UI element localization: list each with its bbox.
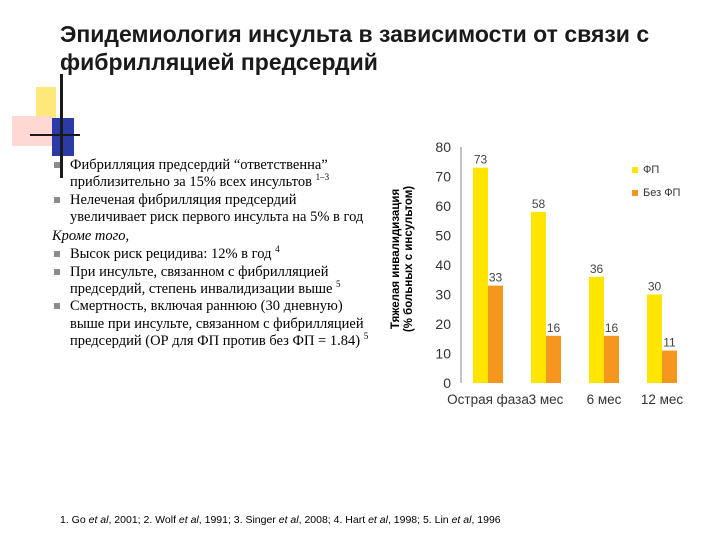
y-tick-label: 50 (435, 228, 451, 244)
list-item: При инсульте, связанном с фибрилляцией п… (52, 264, 370, 299)
y-tick-label: 0 (443, 375, 451, 391)
list-item: Высок риск рецидива: 12% в год 4 (52, 245, 370, 263)
bar (546, 335, 561, 383)
bar (647, 294, 662, 383)
y-tick-label: 80 (435, 139, 451, 155)
y-axis-label: Тяжелая инвалидизация(% больных с инсуль… (390, 186, 415, 332)
y-tick-label: 70 (435, 169, 451, 185)
references: 1. Go et al, 2001; 2. Wolf et al, 1991; … (60, 514, 501, 526)
legend-swatch (632, 167, 638, 173)
bar (662, 350, 677, 383)
bar-value-label: 16 (605, 321, 619, 335)
x-tick-label: 3 мес (529, 392, 564, 407)
bar-value-label: 33 (489, 271, 503, 285)
list-item: Нелеченая фибрилляция предсердий увеличи… (52, 192, 370, 227)
bar (531, 211, 546, 383)
bar (473, 167, 488, 383)
y-tick-label: 20 (435, 316, 451, 332)
bar (589, 276, 604, 383)
list-item: Смертность, включая раннюю (30 дневную) … (52, 298, 370, 350)
bar-value-label: 16 (547, 321, 561, 335)
bullet-list: Фибрилляция предсердий “ответственна” пр… (52, 157, 370, 350)
bar-value-label: 58 (532, 197, 546, 211)
bar-value-label: 36 (590, 262, 604, 276)
bar-value-label: 73 (474, 153, 488, 167)
bar-chart: Тяжелая инвалидизация(% больных с инсуль… (390, 139, 684, 407)
legend-label: Без ФП (643, 187, 681, 199)
bar-value-label: 11 (663, 336, 676, 350)
x-tick-label: Острая фаза (447, 392, 529, 407)
legend-swatch (632, 190, 638, 196)
y-tick-label: 30 (435, 287, 451, 303)
x-tick-label: 6 мес (587, 392, 622, 407)
x-tick-label: 12 мес (641, 392, 684, 407)
bar (488, 285, 503, 383)
moreover-label: Кроме того, (52, 228, 130, 245)
y-tick-label: 40 (435, 257, 451, 273)
legend-label: ФП (643, 164, 659, 176)
bar-value-label: 30 (648, 280, 662, 294)
bar (604, 335, 619, 383)
page-title: Эпидемиология инсульта в зависимости от … (60, 21, 650, 75)
y-tick-label: 10 (435, 346, 451, 362)
y-tick-label: 60 (435, 198, 451, 214)
list-item: Фибрилляция предсердий “ответственна” пр… (52, 157, 370, 192)
